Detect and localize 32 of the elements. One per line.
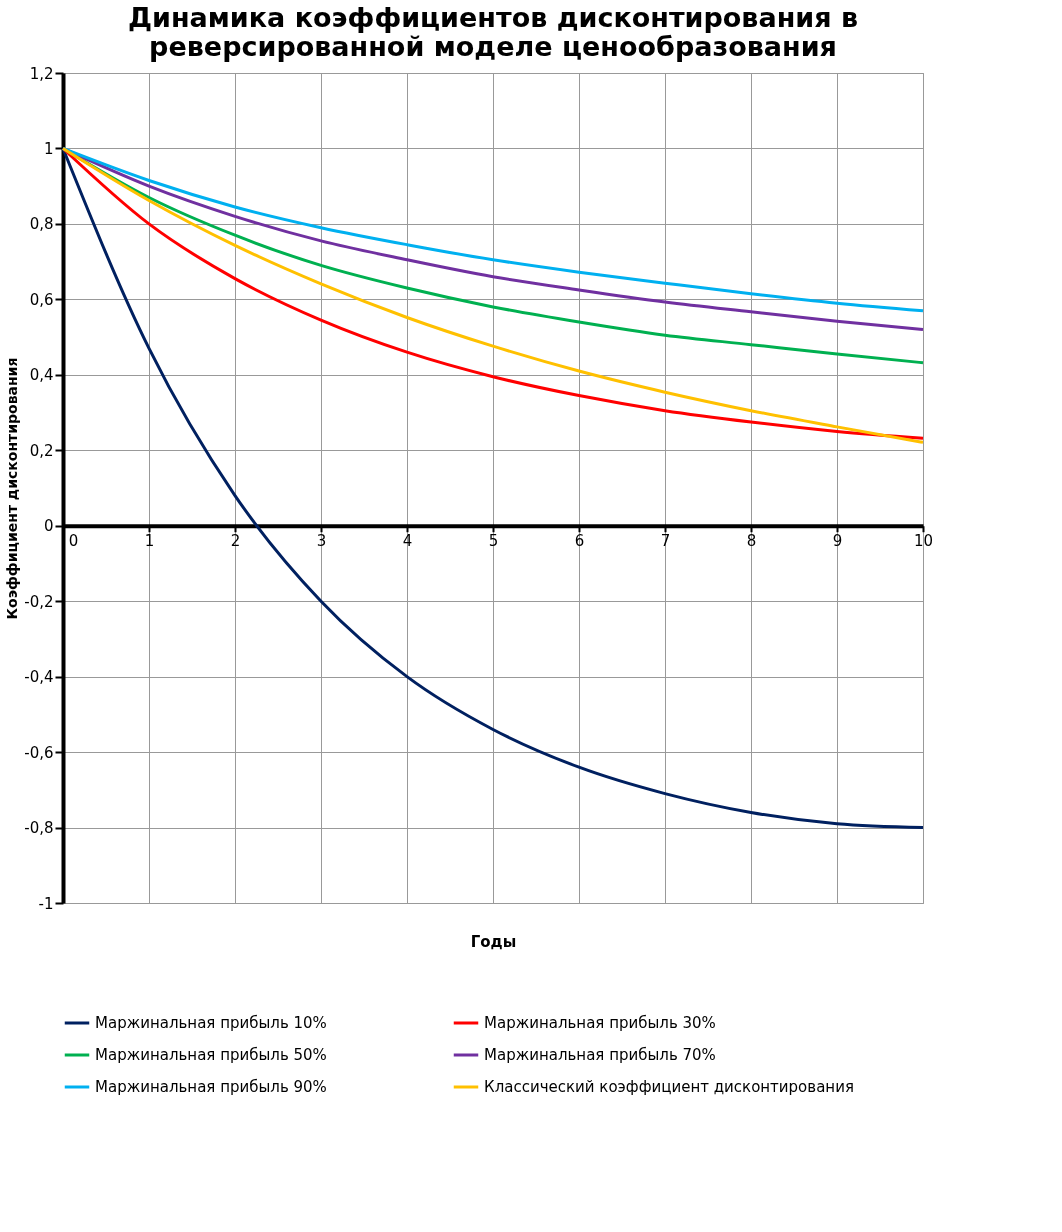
legend-label: Маржинальная прибыль 50% (95, 1046, 327, 1064)
y-tick-label: -0,2 (24, 592, 54, 611)
x-tick-label: 9 (832, 532, 843, 551)
chart-title: Динамика коэффициентов дисконтирования в реверсированной моделе ценообразования (127, 2, 859, 62)
y-tick-label: 0,6 (29, 290, 54, 309)
x-tick-label: 3 (316, 532, 327, 551)
y-tick-label: 0 (43, 517, 54, 536)
x-tick-label: 1 (144, 532, 155, 551)
y-tick-label: -0,8 (24, 819, 54, 838)
x-tick-label: 4 (402, 532, 413, 551)
y-tick-label: 0,8 (29, 215, 54, 234)
legend-label: Маржинальная прибыль 10% (95, 1014, 327, 1032)
y-tick-label: -0,4 (24, 668, 54, 687)
legend-label: Маржинальная прибыль 30% (484, 1014, 716, 1032)
x-tick-label: 7 (660, 532, 671, 551)
y-tick-label: 1,2 (29, 64, 54, 83)
x-tick-label: 6 (574, 532, 585, 551)
legend-label: Классический коэффициент дисконтирования (484, 1078, 854, 1096)
y-tick-label: -1 (38, 894, 54, 913)
x-tick-label: 2 (230, 532, 241, 551)
y-tick-label: 1 (43, 139, 54, 158)
x-tick-label: 0 (68, 532, 79, 551)
y-tick-label: 0,4 (29, 366, 54, 385)
x-axis-title: Годы (470, 932, 517, 951)
x-tick-label: 5 (488, 532, 499, 551)
y-tick-label: 0,2 (29, 441, 54, 460)
legend-label: Маржинальная прибыль 90% (95, 1078, 327, 1096)
y-tick-label: -0,6 (24, 743, 54, 762)
y-axis-title: Коэффициент дисконтирования (4, 357, 21, 620)
x-tick-label: 10 (913, 532, 934, 551)
legend-label: Маржинальная прибыль 70% (484, 1046, 716, 1064)
x-tick-label: 8 (746, 532, 757, 551)
